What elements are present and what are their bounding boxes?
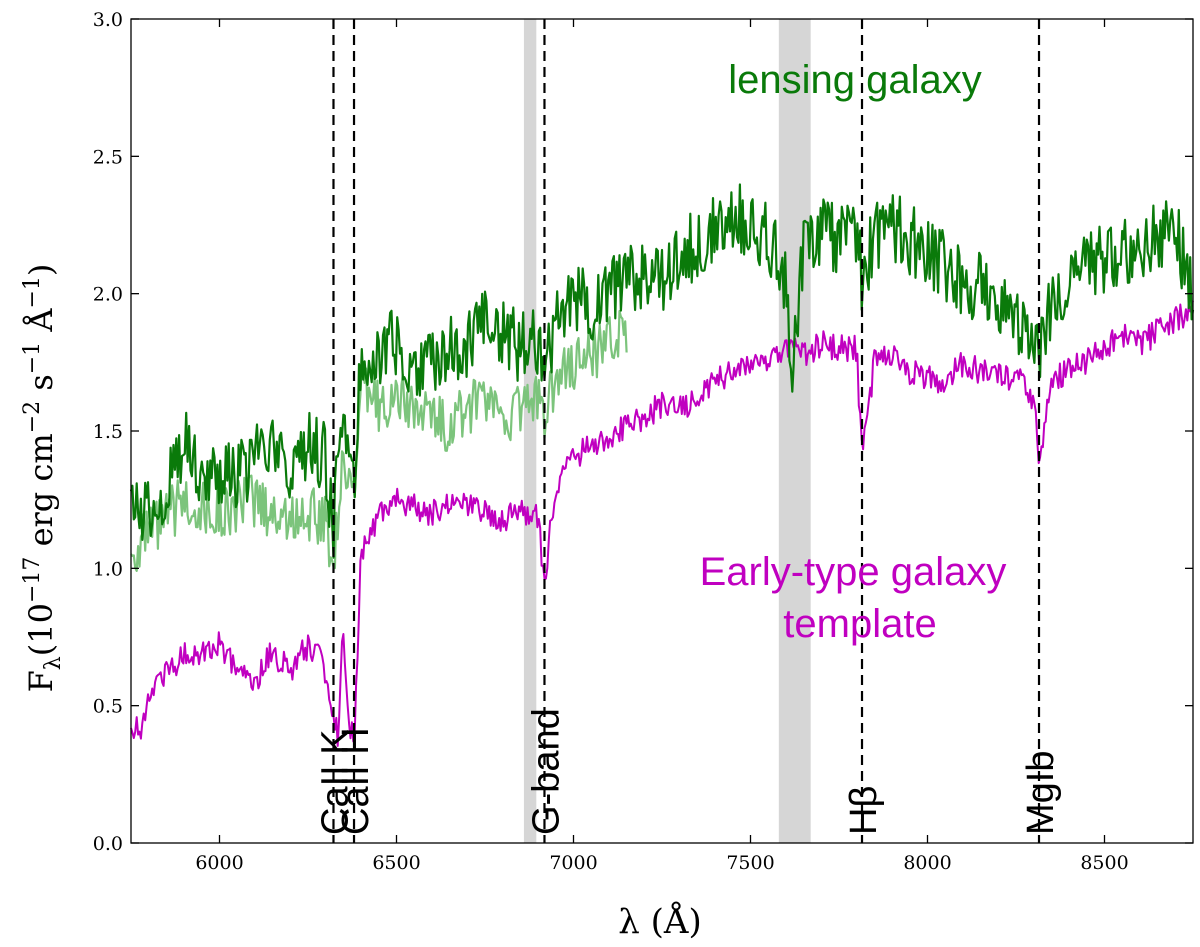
y-axis-label-exp4: −1 <box>20 276 45 308</box>
annotation-lensing-galaxy: lensing galaxy <box>728 58 982 102</box>
y-tick-label: 2.5 <box>93 146 123 168</box>
feature-label-caii-h: CaII H <box>335 727 377 835</box>
y-tick-label: 0.5 <box>93 696 123 718</box>
feature-label-caii-k: CaII K <box>314 729 356 835</box>
annotation-template-line2: template <box>783 602 936 646</box>
telluric-band-2 <box>778 19 811 843</box>
y-axis-label-mid: erg cm <box>22 433 60 556</box>
telluric-band-1 <box>523 19 537 843</box>
y-tick-label: 2.0 <box>93 284 123 306</box>
feature-label-g-band: G-band <box>525 708 567 835</box>
y-axis-label-mid3: Å <box>22 308 60 342</box>
x-tick-label: 7500 <box>726 852 774 874</box>
feature-label-h-: Hβ <box>843 786 885 835</box>
y-tick-label: 1.5 <box>93 421 123 443</box>
y-axis-label-prefix: (10 <box>22 603 60 656</box>
y-axis-label-main: F <box>22 670 60 692</box>
x-tick-label: 6000 <box>195 852 243 874</box>
x-tick-label: 7000 <box>549 852 597 874</box>
feature-label-mgib: MgIb <box>1020 751 1062 835</box>
telluric-bands <box>523 19 811 843</box>
series-early-type-template <box>130 300 1194 747</box>
series-lensing-galaxy <box>129 183 1195 559</box>
x-axis-label: λ (Å) <box>618 901 701 942</box>
y-axis-label: Fλ(10−17 erg cm−2 s−1 Å−1) <box>20 264 66 693</box>
x-tick-label: 8500 <box>1080 852 1128 874</box>
y-axis-label-exp2: −2 <box>20 401 45 433</box>
spectrum-series <box>129 183 1195 747</box>
axis-ticks: 6000 6500 7000 7500 8000 8500 0.0 0.5 1.0 1.5 2.0 2… <box>93 9 1193 874</box>
y-axis-label-exp1: −17 <box>20 557 45 603</box>
y-tick-label: 1.0 <box>93 558 123 580</box>
y-axis-label-sub: λ <box>41 656 66 670</box>
y-axis-label-mid2: s <box>22 374 60 401</box>
y-axis-label-exp3: −1 <box>20 342 45 374</box>
y-tick-label: 3.0 <box>93 9 123 31</box>
x-tick-label: 8000 <box>903 852 951 874</box>
plot-frame <box>130 18 1194 844</box>
y-tick-label: 0.0 <box>93 833 123 855</box>
x-tick-label: 6500 <box>372 852 420 874</box>
y-axis-label-suffix: ) <box>22 264 60 276</box>
annotation-template-line1: Early-type galaxy <box>700 550 1007 594</box>
